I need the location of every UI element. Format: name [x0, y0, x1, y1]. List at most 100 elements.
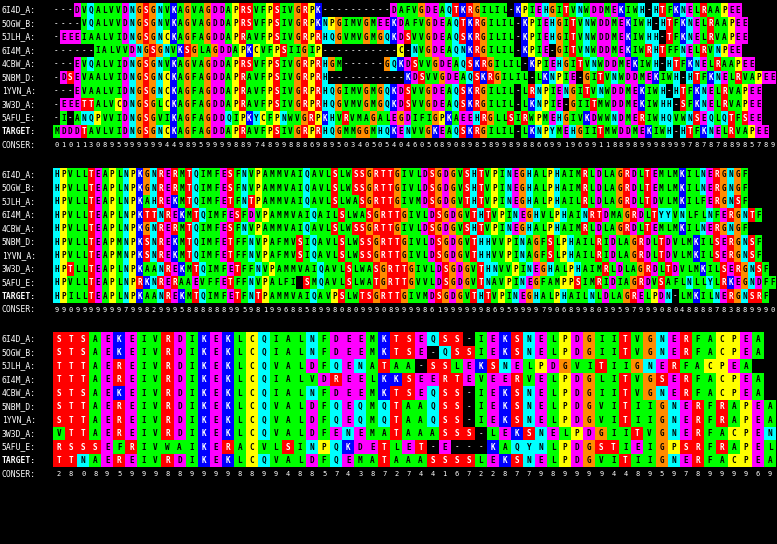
- Text: H: H: [54, 292, 59, 300]
- Bar: [88, 57, 94, 71]
- Text: I: I: [116, 73, 120, 82]
- Bar: [225, 44, 232, 57]
- Text: 8: 8: [743, 142, 747, 148]
- Text: I: I: [116, 33, 120, 41]
- Text: T: T: [68, 388, 73, 398]
- Bar: [115, 30, 122, 44]
- Text: I: I: [402, 197, 406, 206]
- Bar: [764, 399, 776, 413]
- Bar: [728, 359, 740, 373]
- Bar: [255, 208, 262, 221]
- Bar: [373, 195, 380, 208]
- Bar: [625, 16, 632, 30]
- Text: A: A: [206, 46, 211, 55]
- Text: T: T: [623, 402, 628, 411]
- Text: S: S: [346, 264, 350, 274]
- Text: S: S: [514, 388, 519, 398]
- Text: E: E: [543, 46, 548, 55]
- Text: -: -: [378, 73, 382, 82]
- Bar: [296, 221, 303, 235]
- Bar: [692, 235, 699, 249]
- Text: N: N: [158, 86, 162, 96]
- Text: 9: 9: [468, 142, 472, 148]
- Text: A: A: [226, 5, 231, 15]
- Text: E: E: [440, 46, 444, 55]
- Text: 9: 9: [465, 306, 469, 312]
- Text: T: T: [186, 197, 191, 206]
- Text: V: V: [577, 33, 582, 41]
- Bar: [190, 30, 197, 44]
- Bar: [170, 71, 177, 84]
- Bar: [499, 332, 511, 345]
- Bar: [137, 235, 144, 249]
- Bar: [511, 345, 523, 359]
- Bar: [713, 168, 720, 181]
- Text: H: H: [478, 211, 483, 220]
- Bar: [253, 84, 260, 97]
- Text: I: I: [646, 100, 651, 109]
- Text: Q: Q: [262, 348, 267, 357]
- Bar: [477, 249, 484, 262]
- Text: E: E: [96, 211, 100, 220]
- Text: A: A: [199, 19, 204, 28]
- Bar: [53, 332, 65, 345]
- Bar: [687, 84, 693, 97]
- Text: V: V: [57, 429, 61, 438]
- Bar: [185, 275, 192, 289]
- Bar: [171, 208, 178, 221]
- Text: P: P: [309, 59, 314, 69]
- Bar: [108, 97, 115, 111]
- Bar: [197, 454, 210, 467]
- Text: -: -: [466, 416, 471, 424]
- Text: S: S: [548, 251, 552, 260]
- Text: A: A: [418, 402, 423, 411]
- Bar: [280, 44, 287, 57]
- Text: D: D: [334, 348, 339, 357]
- Text: 8: 8: [764, 142, 768, 148]
- Bar: [414, 386, 427, 399]
- Bar: [741, 111, 748, 125]
- Text: E: E: [346, 348, 350, 357]
- Text: 8: 8: [298, 471, 302, 477]
- Text: 9: 9: [82, 306, 86, 312]
- Text: E: E: [105, 388, 110, 398]
- Bar: [470, 168, 477, 181]
- Text: M: M: [350, 33, 355, 41]
- Text: R: R: [481, 59, 486, 69]
- Bar: [755, 125, 762, 138]
- Bar: [178, 221, 185, 235]
- Text: V: V: [673, 238, 678, 246]
- Text: T: T: [645, 183, 650, 193]
- Bar: [253, 44, 260, 57]
- Text: S: S: [599, 442, 604, 452]
- Text: 9: 9: [329, 142, 334, 148]
- Text: E: E: [172, 292, 177, 300]
- Bar: [101, 359, 113, 373]
- Text: V: V: [416, 251, 420, 260]
- Bar: [241, 195, 248, 208]
- Text: E: E: [538, 375, 543, 384]
- Bar: [672, 275, 678, 289]
- Text: H: H: [569, 238, 573, 246]
- Text: R: R: [488, 73, 493, 82]
- Text: F: F: [412, 19, 416, 28]
- Text: 9: 9: [270, 306, 274, 312]
- Text: H: H: [152, 197, 156, 206]
- Bar: [584, 386, 595, 399]
- Bar: [656, 373, 667, 386]
- Text: 9: 9: [652, 306, 657, 312]
- Text: L: L: [455, 362, 459, 370]
- Text: 0: 0: [68, 306, 72, 312]
- Text: L: L: [638, 224, 643, 233]
- Text: E: E: [618, 19, 623, 28]
- Bar: [484, 195, 491, 208]
- Text: W: W: [646, 59, 651, 69]
- Text: R: R: [583, 197, 587, 206]
- Bar: [571, 373, 584, 386]
- Text: 8: 8: [221, 306, 225, 312]
- Bar: [740, 345, 752, 359]
- Text: V: V: [116, 46, 120, 55]
- Bar: [521, 111, 528, 125]
- Text: H: H: [557, 59, 562, 69]
- Text: K: K: [138, 170, 142, 179]
